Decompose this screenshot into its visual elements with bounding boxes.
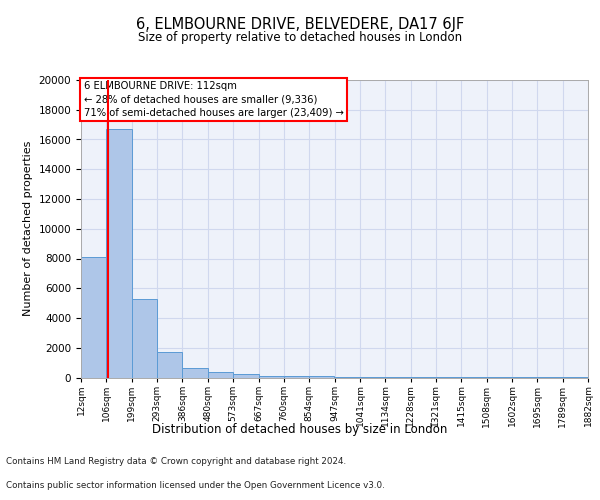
Bar <box>284 376 309 378</box>
Text: 6 ELMBOURNE DRIVE: 112sqm
← 28% of detached houses are smaller (9,336)
71% of se: 6 ELMBOURNE DRIVE: 112sqm ← 28% of detac… <box>83 82 343 118</box>
Bar <box>233 374 259 378</box>
Text: Contains HM Land Registry data © Crown copyright and database right 2024.: Contains HM Land Registry data © Crown c… <box>6 457 346 466</box>
Bar <box>309 376 335 378</box>
Text: Distribution of detached houses by size in London: Distribution of detached houses by size … <box>152 422 448 436</box>
Text: Contains public sector information licensed under the Open Government Licence v3: Contains public sector information licen… <box>6 481 385 490</box>
Bar <box>182 368 208 378</box>
Bar <box>157 352 182 378</box>
Bar <box>335 376 360 378</box>
Text: Size of property relative to detached houses in London: Size of property relative to detached ho… <box>138 32 462 44</box>
Bar <box>410 377 436 378</box>
Bar <box>132 298 157 378</box>
Bar <box>360 377 385 378</box>
Bar <box>208 372 233 378</box>
Bar <box>385 377 410 378</box>
Text: 6, ELMBOURNE DRIVE, BELVEDERE, DA17 6JF: 6, ELMBOURNE DRIVE, BELVEDERE, DA17 6JF <box>136 18 464 32</box>
Bar <box>81 257 106 378</box>
Bar <box>106 129 132 378</box>
Bar <box>259 376 284 378</box>
Y-axis label: Number of detached properties: Number of detached properties <box>23 141 33 316</box>
